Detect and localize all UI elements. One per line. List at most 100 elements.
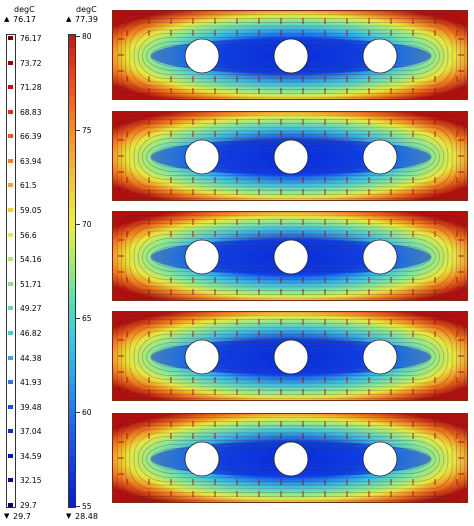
- legend-right-min-marker: ▼: [66, 512, 72, 520]
- isotherm-contour: [137, 234, 445, 280]
- legend-left-swatch: [8, 404, 13, 409]
- panel-3: [112, 211, 468, 301]
- legend-left-tick-label: 61.5: [20, 181, 37, 191]
- legend-left-swatch: [8, 109, 13, 114]
- isotherm-contour: [116, 417, 466, 501]
- cooling-hole: [273, 239, 309, 275]
- isotherm-contour: [116, 215, 466, 299]
- cooling-hole: [184, 441, 220, 477]
- legend-left-swatch: [8, 232, 13, 237]
- legend-left-tick-label: 71.28: [20, 83, 42, 93]
- legend-left-min-marker: ▼: [4, 512, 10, 520]
- legend-left-swatch: [8, 306, 13, 311]
- isotherm-contour: [133, 130, 449, 184]
- legend-left-swatch: [8, 208, 13, 213]
- legend-left-min-label: 29.7: [13, 512, 31, 521]
- legend-right-tick-label: 65: [82, 314, 92, 323]
- legend-right-tick: [76, 318, 80, 319]
- isotherm-contour: [142, 37, 440, 75]
- legend-right-min-label: 28.48: [75, 512, 98, 521]
- legend-right-tick: [76, 224, 80, 225]
- isotherm-contour: [137, 436, 445, 482]
- legend-left-swatch: [8, 453, 13, 458]
- isotherm-contour: [125, 425, 457, 493]
- isotherm-contour: [137, 134, 445, 180]
- legend-right-tick-label: 55: [82, 502, 92, 511]
- legend-left-max-marker: ▲: [4, 15, 10, 23]
- legend-left-swatch: [8, 281, 13, 286]
- legend-left-swatch: [8, 257, 13, 262]
- legend-left-swatch: [8, 60, 13, 65]
- legend-left-swatch: [8, 36, 13, 40]
- legend-right-tick-label: 80: [82, 32, 92, 41]
- panel-2: [112, 111, 468, 201]
- isotherm-contour: [133, 230, 449, 284]
- isotherm-contour: [125, 22, 457, 90]
- legend-left-unit: degC: [14, 5, 35, 14]
- legend-right-unit: degC: [76, 5, 97, 14]
- legend-left-tick-label: 56.6: [20, 230, 37, 240]
- legend-left-swatch: [8, 380, 13, 385]
- cooling-hole: [362, 38, 398, 74]
- isotherm-contour: [121, 319, 461, 395]
- legend-right-tick-label: 60: [82, 408, 92, 417]
- legend-left-tick-label: 54.16: [20, 255, 42, 265]
- legend-left-tick-label: 39.48: [20, 402, 42, 412]
- isotherm-contour: [129, 226, 453, 288]
- legend-right-tick: [76, 36, 80, 37]
- legend-left-swatch: [8, 134, 13, 139]
- legend-right-tick-label: 75: [82, 126, 92, 135]
- legend-right-max-marker: ▲: [66, 15, 72, 23]
- legend-left-tick-label: 46.82: [20, 328, 42, 338]
- isotherm-contour: [121, 18, 461, 94]
- isotherm-contour: [116, 115, 466, 199]
- panel-4: [112, 311, 468, 401]
- isotherm-contour: [133, 330, 449, 384]
- isotherm-contour: [116, 14, 466, 98]
- legend-right-colorbar: [68, 34, 76, 508]
- legend-right-tick: [76, 506, 80, 507]
- cooling-hole: [362, 339, 398, 375]
- isotherm-contour: [142, 138, 440, 176]
- legend-left-tick-label: 49.27: [20, 304, 42, 314]
- isotherm-contour: [133, 29, 449, 83]
- cooling-hole: [273, 38, 309, 74]
- legend-left-swatch: [8, 85, 13, 90]
- isotherm-contour: [129, 428, 453, 490]
- isotherm-contour: [129, 25, 453, 87]
- legend-left-tick-label: 44.38: [20, 353, 42, 363]
- legend-left-tick-label: 73.72: [20, 58, 42, 68]
- legend-left-swatch: [8, 158, 13, 163]
- legend-right-max-label: 77.39: [75, 15, 98, 24]
- isotherm-contour: [125, 323, 457, 391]
- isotherm-contour: [125, 123, 457, 191]
- legend-left-tick-label: 51.71: [20, 279, 42, 289]
- legend-left-swatch: [8, 478, 13, 483]
- cooling-hole: [362, 239, 398, 275]
- isotherm-contour: [121, 219, 461, 295]
- isotherm-contour: [121, 119, 461, 195]
- legend-left-max-label: 76.17: [13, 15, 36, 24]
- legend-left-tick-label: 34.59: [20, 451, 42, 461]
- legend-left-swatch: [8, 503, 13, 507]
- isotherm-contour: [129, 326, 453, 388]
- cooling-hole: [273, 339, 309, 375]
- isotherm-contour: [142, 440, 440, 478]
- legend-left-tick-label: 41.93: [20, 378, 42, 388]
- isotherm-contour: [142, 338, 440, 376]
- legend-left-tick-label: 68.83: [20, 107, 42, 117]
- panel-5: [112, 413, 468, 503]
- isotherm-contour: [129, 126, 453, 188]
- cooling-hole: [273, 139, 309, 175]
- cooling-hole: [362, 139, 398, 175]
- legend-left-bar: [6, 34, 16, 508]
- legend-left-tick-label: 59.05: [20, 206, 42, 216]
- cooling-hole: [273, 441, 309, 477]
- isotherm-contour: [121, 421, 461, 497]
- legend-left-swatch: [8, 330, 13, 335]
- legend-left-tick-label: 63.94: [20, 156, 42, 166]
- cooling-hole: [184, 339, 220, 375]
- cooling-hole: [362, 441, 398, 477]
- legend-right-tick: [76, 130, 80, 131]
- legend-left-tick-label: 66.39: [20, 132, 42, 142]
